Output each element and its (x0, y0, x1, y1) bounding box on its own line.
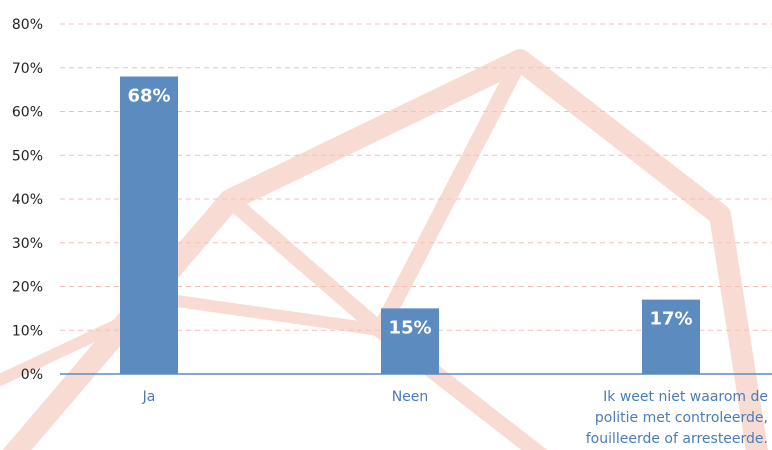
data-label: 15% (388, 317, 431, 338)
data-label: 68% (127, 86, 170, 107)
y-tick-label: 30% (12, 236, 43, 252)
y-tick-label: 70% (12, 61, 43, 77)
y-tick-label: 20% (12, 280, 43, 296)
y-tick-label: 60% (12, 105, 43, 121)
y-tick-label: 50% (12, 148, 43, 164)
y-tick-label: 80% (12, 17, 43, 33)
x-axis-category-labels: Ja Neen Ik weet niet waarom de politie met … (142, 389, 768, 447)
x-category-label: Ja (142, 389, 156, 405)
y-axis-tick-labels: 0% 10% 20% 30% 40% 50% 60% 70% 80% (12, 17, 43, 383)
y-tick-label: 10% (12, 323, 43, 339)
x-category-label: Neen (392, 389, 429, 405)
x-category-label: Ik weet niet waarom de politie met contro… (586, 389, 768, 447)
y-tick-label: 0% (21, 367, 43, 383)
bar (642, 299, 700, 374)
bar (120, 76, 178, 374)
data-label: 17% (649, 309, 692, 330)
bar (381, 308, 439, 374)
y-tick-label: 40% (12, 192, 43, 208)
bars: 68% 15% 17% (120, 76, 700, 374)
